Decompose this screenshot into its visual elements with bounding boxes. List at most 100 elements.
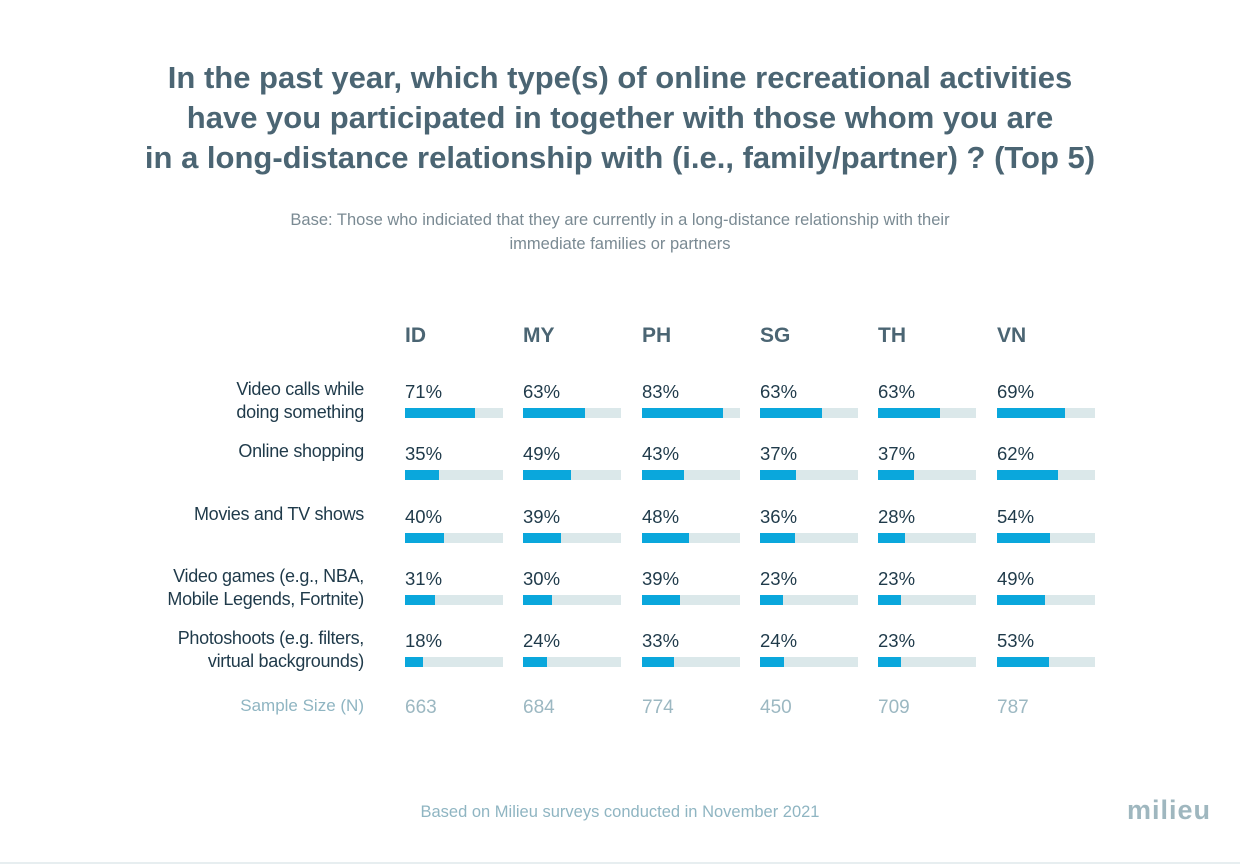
bar-fill [878, 408, 940, 418]
chart-subtitle: Base: Those who indiciated that they are… [0, 208, 1240, 256]
row-label: Video games (e.g., NBA, Mobile Legends, F… [44, 565, 364, 611]
bar-fill [878, 595, 901, 605]
sample-size-value: 450 [760, 697, 792, 718]
bar-track [642, 470, 740, 480]
row-label-line: Video games (e.g., NBA, [173, 566, 364, 586]
bar-track [997, 408, 1095, 418]
bar-fill [642, 533, 689, 543]
milieu-logo: milieu [1127, 795, 1212, 825]
row-label-line: doing something [236, 402, 364, 422]
data-label: 40% [405, 506, 443, 527]
row-label: Online shopping [44, 440, 364, 463]
bar-track [523, 595, 621, 605]
bottom-divider [0, 862, 1240, 864]
bar-track [405, 533, 503, 543]
bar-fill [997, 470, 1058, 480]
subtitle-line: immediate families or partners [509, 235, 731, 253]
bar-fill [523, 657, 547, 667]
bar-cell: 31% [405, 568, 503, 608]
column-header-vn: VN [997, 324, 1027, 347]
data-label: 35% [405, 443, 443, 464]
data-label: 31% [405, 568, 443, 589]
data-label: 39% [642, 568, 680, 589]
bar-track [760, 533, 858, 543]
bar-track [997, 470, 1095, 480]
bar-fill [642, 595, 680, 605]
bar-fill [523, 595, 552, 605]
bar-fill [405, 595, 435, 605]
bar-cell: 33% [642, 630, 740, 670]
bar-cell: 48% [642, 506, 740, 546]
data-label: 23% [878, 568, 916, 589]
sample-size-value: 663 [405, 697, 437, 718]
title-line: in a long-distance relationship with (i.… [144, 140, 1096, 175]
row-label: Movies and TV shows [44, 503, 364, 526]
bar-fill [405, 408, 475, 418]
bar-track [405, 470, 503, 480]
bar-cell: 23% [760, 568, 858, 608]
bar-track [523, 470, 621, 480]
bar-track [523, 533, 621, 543]
sample-size-label: Sample Size (N) [240, 696, 364, 715]
bar-track [878, 408, 976, 418]
data-label: 71% [405, 381, 443, 402]
sample-size-value: 787 [997, 697, 1029, 718]
column-header-th: TH [878, 324, 906, 347]
data-label: 63% [760, 381, 798, 402]
data-label: 23% [760, 568, 798, 589]
bar-fill [760, 657, 784, 667]
data-label: 33% [642, 630, 680, 651]
data-label: 39% [523, 506, 561, 527]
sample-size-value: 684 [523, 697, 555, 718]
bar-track [997, 595, 1095, 605]
bar-fill [760, 533, 795, 543]
bar-track [760, 657, 858, 667]
bar-fill [523, 533, 561, 543]
bar-track [405, 408, 503, 418]
data-label: 48% [642, 506, 680, 527]
row-label-line: Mobile Legends, Fortnite) [167, 589, 364, 609]
row-label: Video calls while doing something [44, 378, 364, 424]
bar-cell: 71% [405, 381, 503, 421]
chart-title: In the past year, which type(s) of onlin… [0, 58, 1240, 178]
data-label: 24% [760, 630, 798, 651]
bar-track [642, 408, 740, 418]
bar-fill [997, 408, 1065, 418]
sample-size-value: 709 [878, 697, 910, 718]
column-header-sg: SG [760, 324, 791, 347]
bar-cell: 83% [642, 381, 740, 421]
bar-cell: 39% [523, 506, 621, 546]
bar-cell: 37% [760, 443, 858, 483]
bar-track [523, 657, 621, 667]
bar-cell: 62% [997, 443, 1095, 483]
row-label-line: Movies and TV shows [193, 504, 364, 524]
data-label: 43% [642, 443, 680, 464]
bar-track [642, 533, 740, 543]
bar-track [997, 533, 1095, 543]
bar-track [760, 595, 858, 605]
subtitle-line: Base: Those who indiciated that they are… [290, 211, 950, 229]
bar-cell: 63% [523, 381, 621, 421]
data-label: 54% [997, 506, 1035, 527]
bar-fill [878, 657, 901, 667]
data-label: 49% [523, 443, 561, 464]
title-line: In the past year, which type(s) of onlin… [167, 60, 1073, 95]
bar-track [878, 470, 976, 480]
data-label: 62% [997, 443, 1035, 464]
data-label: 83% [642, 381, 680, 402]
bar-fill [405, 533, 444, 543]
bar-cell: 63% [760, 381, 858, 421]
bar-track [523, 408, 621, 418]
bar-fill [642, 470, 684, 480]
bar-cell: 39% [642, 568, 740, 608]
data-label: 69% [997, 381, 1035, 402]
bar-cell: 23% [878, 568, 976, 608]
bar-track [405, 595, 503, 605]
bar-track [878, 657, 976, 667]
bar-cell: 43% [642, 443, 740, 483]
bar-fill [878, 470, 914, 480]
bar-cell: 24% [523, 630, 621, 670]
bar-cell: 23% [878, 630, 976, 670]
row-label: Photoshoots (e.g. filters, virtual backgr… [44, 627, 365, 673]
row-label-line: virtual backgrounds) [207, 651, 364, 671]
